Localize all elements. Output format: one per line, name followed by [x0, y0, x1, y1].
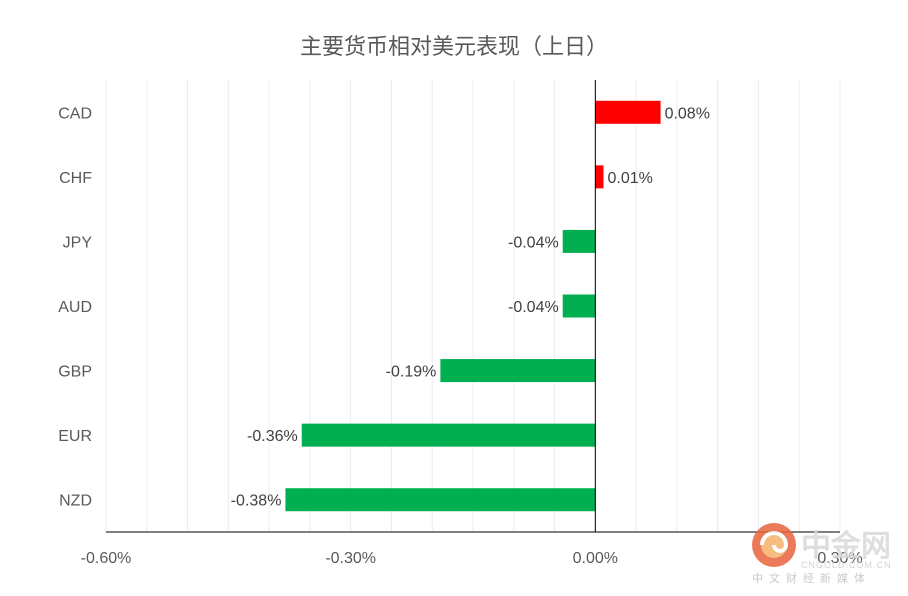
- bar-eur: [301, 423, 596, 447]
- category-label: CAD: [58, 105, 92, 122]
- data-label: -0.04%: [508, 299, 559, 316]
- category-label: CHF: [59, 170, 92, 187]
- bar-aud: [562, 294, 596, 318]
- category-label: AUD: [58, 299, 92, 316]
- category-label: GBP: [58, 364, 92, 381]
- bar-jpy: [562, 229, 596, 253]
- category-label: NZD: [59, 493, 92, 510]
- data-labels: 0.08% 0.01% -0.04% -0.04% -0.19% -0.36% -0.38%: [231, 105, 710, 509]
- bar-gbp: [440, 359, 596, 383]
- watermark-brand: 中金网: [801, 529, 891, 564]
- category-labels: CAD CHF JPY AUD GBP EUR NZD: [58, 105, 92, 509]
- data-label: -0.04%: [508, 234, 559, 251]
- category-label: JPY: [63, 234, 93, 251]
- cngold-swirl-logo-icon: [752, 523, 796, 567]
- watermark-url: CNGOLD.COM.CN: [801, 560, 892, 570]
- data-label: 0.01%: [607, 170, 652, 187]
- x-axis-ticks: -0.60% -0.30% 0.00% 0.30%: [81, 550, 863, 567]
- bar-cad: [595, 100, 661, 124]
- bars: [285, 100, 661, 512]
- data-label: 0.08%: [665, 105, 710, 122]
- gridlines: [105, 80, 841, 532]
- x-tick-label: 0.30%: [817, 550, 862, 567]
- x-tick-label: -0.60%: [81, 550, 132, 567]
- data-label: -0.38%: [231, 493, 282, 510]
- category-label: EUR: [58, 428, 92, 445]
- chart-title: 主要货币相对美元表现（上日）: [300, 35, 608, 60]
- x-tick-label: 0.00%: [573, 550, 618, 567]
- bar-nzd: [285, 488, 596, 512]
- watermark-subtitle: 中文财经新媒体: [752, 571, 871, 585]
- data-label: -0.19%: [386, 364, 437, 381]
- x-tick-label: -0.30%: [325, 550, 376, 567]
- data-label: -0.36%: [247, 428, 298, 445]
- watermark: 中金网 CNGOLD.COM.CN 中文财经新媒体: [752, 523, 892, 585]
- bar-chf: [595, 165, 604, 189]
